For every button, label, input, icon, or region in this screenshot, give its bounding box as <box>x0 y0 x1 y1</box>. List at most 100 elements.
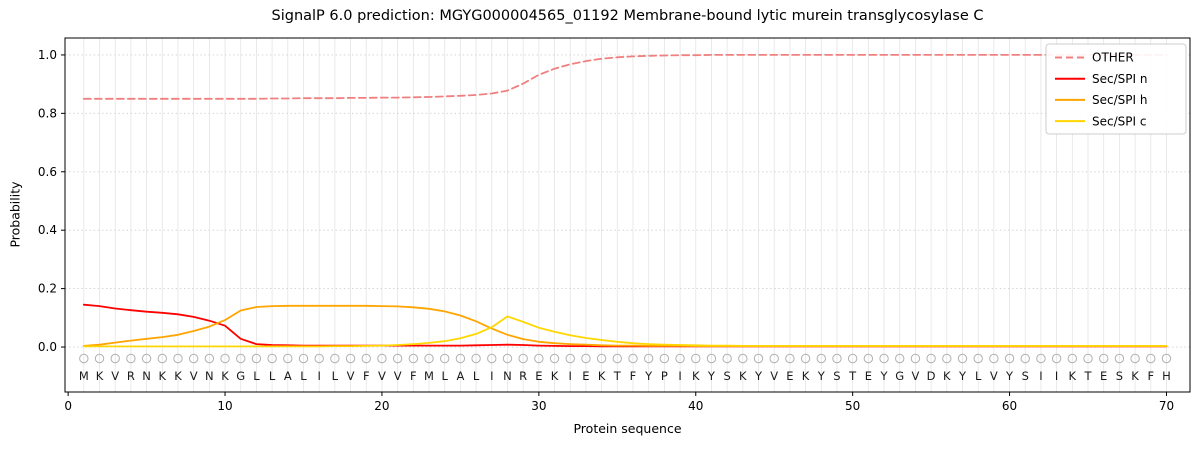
residue-letter: K <box>692 369 700 383</box>
residue-markers <box>79 353 1172 364</box>
residue-letter: T <box>613 369 622 383</box>
residue-letter: Y <box>880 369 889 383</box>
residue-letter: R <box>519 369 527 383</box>
y-tick-label: 1.0 <box>38 48 57 62</box>
residue-letter: K <box>739 369 747 383</box>
legend-label: Sec/SPI n <box>1092 72 1147 86</box>
legend: OTHER Sec/SPI n Sec/SPI h Sec/SPI c <box>1045 43 1187 135</box>
x-axis-ticks: 0 10 20 30 40 50 60 70 <box>64 392 1174 413</box>
x-tick-label: 60 <box>1002 399 1017 413</box>
x-tick-label: 0 <box>64 399 72 413</box>
plot-border <box>64 37 1191 393</box>
residue-letter: V <box>111 369 119 383</box>
y-tick-label: 0.4 <box>38 223 57 237</box>
residue-letter: K <box>598 369 606 383</box>
residue-letter: N <box>503 369 512 383</box>
residue-letter: V <box>990 369 998 383</box>
residue-letter: Y <box>1005 369 1014 383</box>
series-line-sec-spi-c <box>82 315 1168 348</box>
x-tick-label: 20 <box>374 399 389 413</box>
residue-letter: V <box>770 369 778 383</box>
residue-letter: E <box>786 369 793 383</box>
residue-letter: G <box>236 369 245 383</box>
residue-letter: I <box>678 369 681 383</box>
residue-letter: E <box>1100 369 1107 383</box>
x-axis-label: Protein sequence <box>573 421 682 436</box>
series-line-sec-spi-n <box>82 303 1168 348</box>
residue-letter: L <box>269 369 276 383</box>
residue-letter: K <box>174 369 182 383</box>
residue-letter: L <box>975 369 982 383</box>
y-tick-label: 0.0 <box>38 340 57 354</box>
residue-letter: K <box>1069 369 1077 383</box>
residue-letter: K <box>943 369 951 383</box>
residue-letter: E <box>582 369 589 383</box>
residue-letter: T <box>1083 369 1092 383</box>
y-tick-label: 0.6 <box>38 165 57 179</box>
residue-letter: Y <box>644 369 653 383</box>
residue-letter: S <box>1022 369 1029 383</box>
residue-letter: I <box>317 369 320 383</box>
residue-letter: V <box>190 369 198 383</box>
residue-letter: L <box>441 369 448 383</box>
residue-letter: K <box>159 369 167 383</box>
residue-letter: R <box>127 369 135 383</box>
residue-letter: G <box>895 369 904 383</box>
residue-letter: Y <box>754 369 763 383</box>
residue-letter: F <box>410 369 417 383</box>
residue-letter: S <box>723 369 730 383</box>
residue-letter: L <box>332 369 339 383</box>
legend-label: OTHER <box>1092 51 1134 65</box>
x-tick-label: 30 <box>531 399 546 413</box>
residue-letter: N <box>205 369 214 383</box>
y-tick-label: 0.8 <box>38 106 57 120</box>
y-tick-label: 0.2 <box>38 282 57 296</box>
x-tick-label: 10 <box>217 399 232 413</box>
residue-letter: K <box>96 369 104 383</box>
residue-letter: V <box>911 369 919 383</box>
residue-letter: I <box>1055 369 1058 383</box>
series-line-other <box>82 54 1168 100</box>
residue-letter: F <box>1147 369 1154 383</box>
residue-letter: Y <box>707 369 716 383</box>
residue-letter: V <box>378 369 386 383</box>
residue-letter: I <box>569 369 572 383</box>
residue-letter: N <box>142 369 151 383</box>
residue-letter: L <box>473 369 480 383</box>
residue-letter: K <box>802 369 810 383</box>
residue-letter: K <box>1131 369 1139 383</box>
vertical-gridlines <box>83 38 1167 392</box>
residue-letter: A <box>284 369 292 383</box>
residue-letter: I <box>490 369 493 383</box>
residue-letter: S <box>833 369 840 383</box>
residue-letter: I <box>1039 369 1042 383</box>
residue-letter: S <box>1116 369 1123 383</box>
residue-letter: T <box>848 369 857 383</box>
residue-letter: E <box>535 369 542 383</box>
residue-letter: Y <box>958 369 967 383</box>
residue-letter: K <box>551 369 559 383</box>
residue-letter: V <box>347 369 355 383</box>
residue-letter: D <box>927 369 936 383</box>
residue-letter: F <box>630 369 637 383</box>
y-axis-ticks: 0.0 0.2 0.4 0.6 0.8 1.0 <box>38 48 65 354</box>
residue-letter: Y <box>817 369 826 383</box>
x-tick-label: 70 <box>1159 399 1174 413</box>
residue-letter: K <box>221 369 229 383</box>
residue-letter: P <box>661 369 668 383</box>
residue-letter: L <box>253 369 260 383</box>
x-tick-label: 40 <box>688 399 703 413</box>
residue-letter: E <box>865 369 872 383</box>
residue-letter: L <box>300 369 307 383</box>
legend-label: Sec/SPI c <box>1092 114 1146 128</box>
x-tick-label: 50 <box>845 399 860 413</box>
residue-letter: M <box>79 369 89 383</box>
residue-letter: V <box>394 369 402 383</box>
legend-box <box>1045 43 1187 135</box>
chart-title: SignalP 6.0 prediction: MGYG000004565_01… <box>271 8 984 24</box>
residue-letter: M <box>424 369 434 383</box>
residue-letter: A <box>456 369 464 383</box>
